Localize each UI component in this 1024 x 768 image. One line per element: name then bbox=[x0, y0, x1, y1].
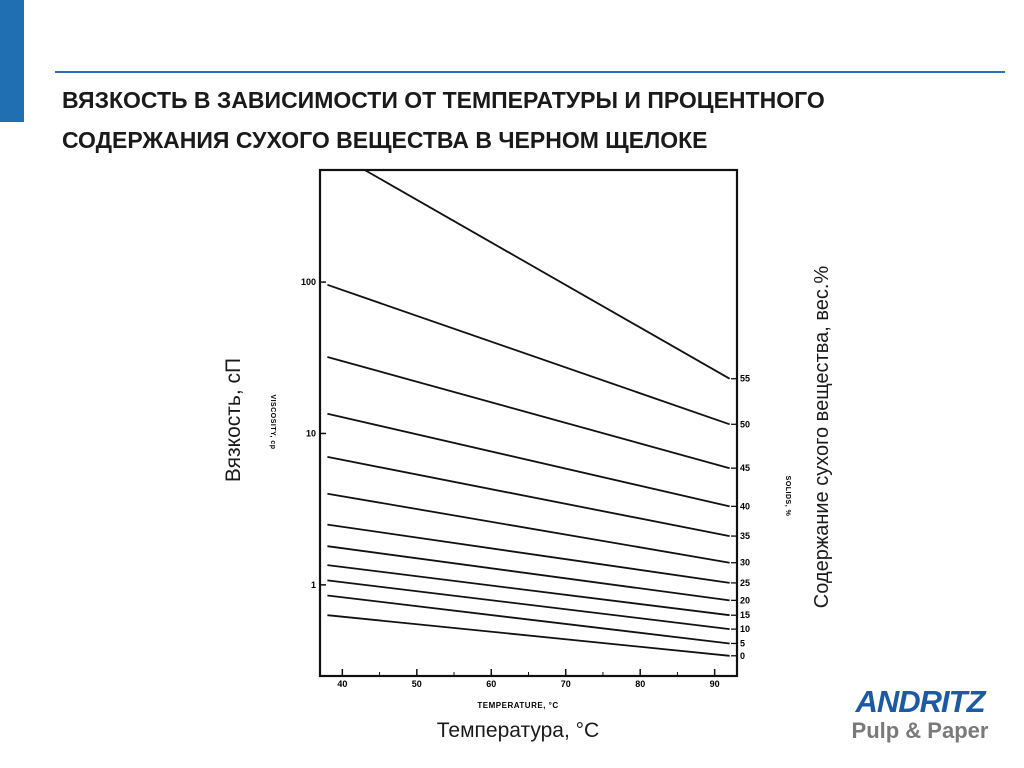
x-tick-label: 70 bbox=[561, 679, 571, 689]
y-axis-label-ru: Вязкость, сП bbox=[222, 358, 245, 482]
series-label-55: 55 bbox=[740, 374, 750, 384]
series-label-20: 20 bbox=[740, 595, 750, 605]
series-label-15: 15 bbox=[740, 610, 750, 620]
y-tick-label: 100 bbox=[301, 277, 316, 287]
series-line-20 bbox=[327, 545, 730, 602]
y-tick-label: 10 bbox=[306, 428, 316, 438]
series-label-35: 35 bbox=[740, 531, 750, 541]
series-label-0: 0 bbox=[740, 651, 745, 661]
y-axis-label-en: VISCOSITY, cp bbox=[269, 394, 276, 449]
series-line-30 bbox=[327, 492, 730, 564]
plot-border bbox=[318, 168, 739, 678]
x-tick-label: 60 bbox=[486, 679, 496, 689]
series-label-30: 30 bbox=[740, 558, 750, 568]
right-axis-label-ru: Содержание сухого вещества, вес.% bbox=[811, 266, 833, 609]
andritz-logo: ANDRITZ Pulp & Paper bbox=[836, 686, 1016, 750]
series-label-40: 40 bbox=[740, 501, 750, 511]
y-axis: 100 10 1 bbox=[301, 277, 326, 590]
x-axis: 40 50 60 70 80 90 bbox=[337, 669, 720, 689]
title-rule bbox=[55, 71, 1005, 73]
slide-title-line-1: ВЯЗКОСТЬ В ЗАВИСИМОСТИ ОТ ТЕМПЕРАТУРЫ И … bbox=[62, 87, 825, 113]
series-line-55 bbox=[364, 169, 731, 380]
logo-wordmark: ANDRITZ bbox=[855, 684, 985, 719]
plot-frame bbox=[318, 168, 739, 678]
series-label-25: 25 bbox=[740, 578, 750, 588]
series-line-50 bbox=[327, 283, 730, 426]
x-axis-label-ru: Температура, °C bbox=[437, 719, 599, 742]
series-line-45 bbox=[327, 356, 730, 470]
series-line-10 bbox=[327, 579, 730, 630]
right-axis-label-en: SOLIDS, % bbox=[784, 476, 791, 517]
x-axis-label-en: TEMPERATURE, °C bbox=[477, 701, 558, 710]
series-label-45: 45 bbox=[740, 463, 750, 473]
accent-bar bbox=[0, 0, 24, 122]
x-tick-label: 80 bbox=[635, 679, 645, 689]
series-line-5 bbox=[327, 594, 730, 645]
series-line-15 bbox=[327, 564, 730, 617]
series-label-5: 5 bbox=[740, 638, 745, 648]
series-lines bbox=[327, 169, 731, 657]
slide-title-line-2: СОДЕРЖАНИЯ СУХОГО ВЕЩЕСТВА В ЧЕРНОМ ЩЕЛО… bbox=[62, 127, 708, 153]
series-line-25 bbox=[327, 523, 730, 584]
slide-title: ВЯЗКОСТЬ В ЗАВИСИМОСТИ ОТ ТЕМПЕРАТУРЫ И … bbox=[62, 80, 1012, 160]
x-tick-label: 40 bbox=[337, 679, 347, 689]
series-line-40 bbox=[327, 412, 730, 508]
y-tick-label: 1 bbox=[311, 580, 316, 590]
series-line-35 bbox=[327, 456, 730, 537]
series-label-50: 50 bbox=[740, 419, 750, 429]
series-label-10: 10 bbox=[740, 624, 750, 634]
logo-subtitle: Pulp & Paper bbox=[851, 718, 989, 743]
x-tick-label: 50 bbox=[412, 679, 422, 689]
x-tick-label: 90 bbox=[710, 679, 720, 689]
series-line-0 bbox=[327, 614, 730, 657]
